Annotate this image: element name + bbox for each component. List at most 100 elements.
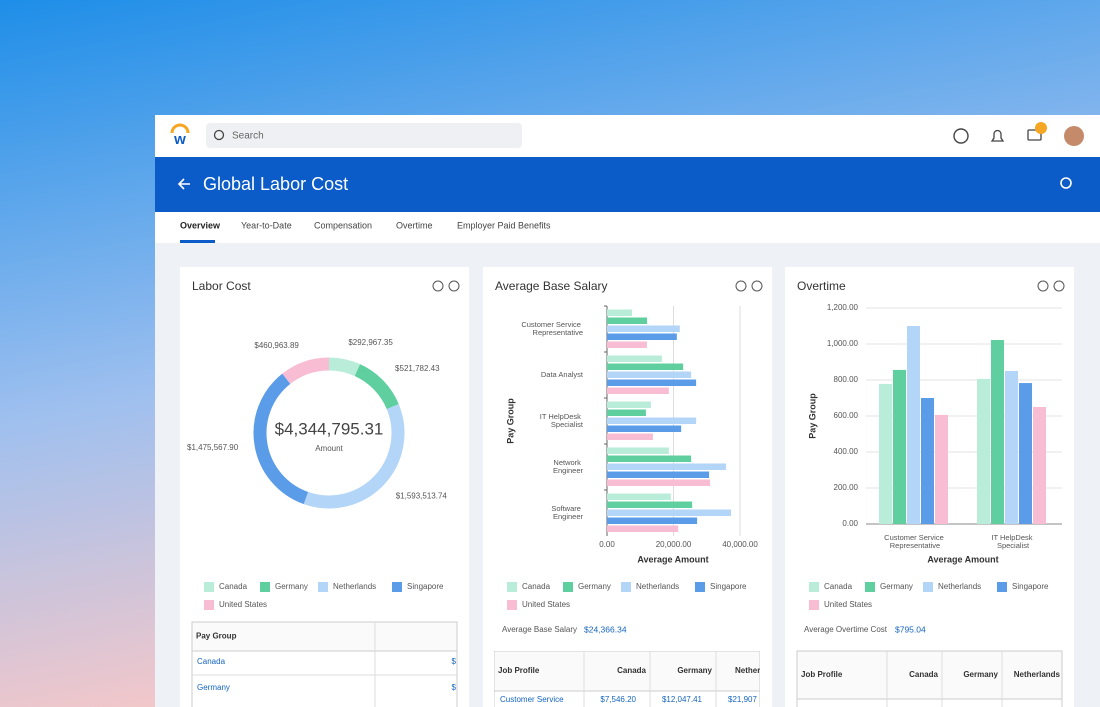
filter-icon[interactable]: [432, 280, 444, 292]
search-box[interactable]: [206, 123, 522, 148]
bar: [607, 401, 651, 408]
tab[interactable]: Compensation: [314, 220, 372, 230]
header-settings[interactable]: [1060, 177, 1072, 189]
table-cell[interactable]: $7,546.20: [600, 695, 636, 704]
label-line: Network: [553, 458, 583, 467]
panel: [483, 267, 772, 707]
bar: [1005, 371, 1018, 524]
table-cell[interactable]: $: [452, 683, 457, 692]
donut-segment: [282, 357, 330, 385]
avatar[interactable]: [1064, 126, 1084, 146]
table-cell[interactable]: $21,907: [728, 695, 757, 704]
settings-icon[interactable]: [1053, 280, 1065, 292]
data-label: $1,475,567.90: [187, 443, 239, 452]
column-header: Job Profile: [801, 670, 843, 679]
bar: [607, 433, 653, 440]
y-axis-label: Pay Group: [505, 398, 515, 444]
bar: [1019, 383, 1032, 524]
y-tick-label: Customer Service Representative: [521, 320, 583, 337]
legend-swatch: [865, 582, 875, 592]
summary-label: Average Overtime Cost: [804, 625, 888, 634]
table-cell[interactable]: Canada: [197, 657, 226, 666]
donut-center: $4,344,795.31: [275, 419, 384, 438]
legend-swatch: [809, 600, 819, 610]
legend-label: Netherlands: [636, 582, 679, 591]
legend-label: Germany: [275, 582, 308, 591]
donut-segment: [303, 404, 405, 509]
y-tick-label: 800.00: [834, 375, 859, 384]
label-line: Specialist: [551, 420, 584, 429]
label-line: Engineer: [553, 512, 584, 521]
legend-label: Germany: [880, 582, 913, 591]
column-header: Netherlands: [1014, 670, 1061, 679]
label-line: Customer Service: [521, 320, 583, 329]
panel-title: Overtime: [797, 279, 846, 293]
data-label: $460,963.89: [254, 341, 299, 350]
bell-icon[interactable]: [990, 129, 1005, 142]
label-line: IT HelpDesk: [991, 533, 1034, 542]
legend-label: United States: [824, 600, 872, 609]
legend-label: Singapore: [1012, 582, 1049, 591]
column-header: Canada: [909, 670, 938, 679]
table-cell[interactable]: Germany: [197, 683, 230, 692]
legend-label: Canada: [219, 582, 248, 591]
tab[interactable]: Overtime: [396, 220, 433, 230]
column-header: Job Profile: [498, 666, 540, 675]
legend-label: Canada: [824, 582, 853, 591]
table: Job Profile Canada Germany Netherl Customer …: [494, 651, 763, 707]
filter-icon[interactable]: [735, 280, 747, 292]
label-line: Specialist: [997, 541, 1030, 550]
logo-arc: [170, 123, 190, 134]
bar: [607, 479, 711, 486]
bar: [607, 463, 727, 470]
tab-underline: [180, 240, 215, 243]
legend-swatch: [318, 582, 328, 592]
y-tick-label: 200.00: [834, 483, 859, 492]
y-axis-label: Pay Group: [807, 393, 817, 439]
legend-swatch: [923, 582, 933, 592]
y-tick-label: Network Engineer: [553, 458, 584, 475]
donut-segment: [328, 357, 361, 377]
table-cell[interactable]: Customer Service: [500, 695, 564, 704]
table-cell[interactable]: $: [452, 657, 457, 666]
inbox-badge: [1035, 122, 1047, 134]
bar: [1033, 407, 1046, 524]
bar: [607, 409, 646, 416]
bar: [607, 501, 693, 508]
filter-icon[interactable]: [1037, 280, 1049, 292]
table-cell[interactable]: $12,047.41: [662, 695, 703, 704]
tab[interactable]: Overview: [180, 220, 221, 230]
y-tick-label: Data Analyst: [541, 370, 584, 379]
tab[interactable]: Year-to-Date: [241, 220, 292, 230]
legend-swatch: [392, 582, 402, 592]
settings-icon[interactable]: [448, 280, 460, 292]
bar: [991, 340, 1004, 524]
summary-value: $24,366.34: [584, 624, 627, 634]
legend-swatch: [204, 600, 214, 610]
column-header: Netherl: [735, 666, 763, 675]
table: Pay Group Canada $ Germany $: [191, 621, 458, 707]
tab-bar: [155, 212, 1100, 243]
legend-label: Germany: [578, 582, 611, 591]
x-tick-label: Customer Service Representative: [884, 533, 946, 550]
column-header: Canada: [617, 666, 646, 675]
donut-sublabel: Amount: [315, 444, 343, 453]
tab[interactable]: Employer Paid Benefits: [457, 220, 551, 230]
x-tick-label: 20,000.00: [656, 540, 692, 549]
legend-label: Singapore: [710, 582, 747, 591]
bar: [607, 417, 697, 424]
x-tick-label: 40,000.00: [722, 540, 758, 549]
settings-icon[interactable]: [751, 280, 763, 292]
summary-value: $795.04: [895, 624, 926, 634]
y-tick-label: 0.00: [842, 519, 858, 528]
page-header: [155, 157, 1100, 212]
bar: [935, 414, 948, 524]
back-arrow[interactable]: [177, 178, 190, 190]
y-tick-label: Software Engineer: [551, 504, 583, 521]
bar: [607, 309, 633, 316]
inbox-icon[interactable]: [1027, 129, 1042, 141]
chat-icon[interactable]: [953, 128, 969, 144]
table: Job Profile Canada Germany Netherlands: [796, 650, 1063, 707]
donut-segment: [253, 373, 309, 505]
data-label: $292,967.35: [348, 338, 393, 347]
